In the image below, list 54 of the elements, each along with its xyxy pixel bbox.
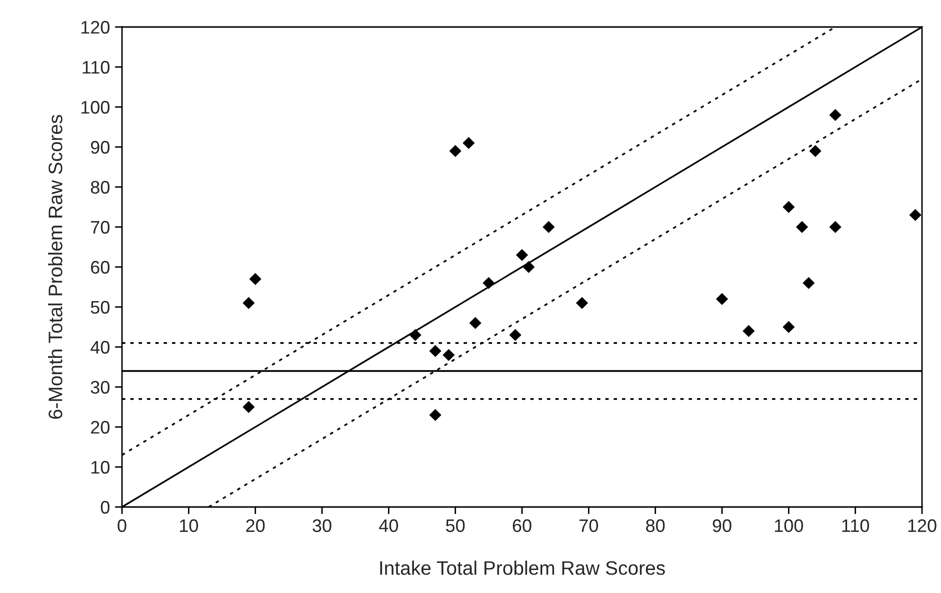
y-tick-label: 50 (90, 300, 110, 314)
y-tick-label: 120 (81, 20, 110, 34)
point (469, 316, 482, 330)
x-tick-label: 120 (908, 519, 936, 532)
y-tick-label: 60 (91, 260, 110, 274)
y-axis-title: 6-Month Total Problem Raw Scores (48, 114, 62, 419)
x-tick-label: 0 (118, 519, 126, 532)
point (516, 248, 528, 262)
point (829, 108, 842, 122)
point (242, 400, 255, 414)
point (796, 220, 808, 234)
point (522, 260, 535, 274)
point (442, 348, 455, 362)
x-tick-label: 90 (712, 519, 732, 532)
point (509, 328, 522, 342)
point (429, 344, 442, 358)
x-tick-label: 30 (312, 519, 332, 532)
x-tick-label: 100 (774, 519, 804, 532)
x-tick-label: 40 (379, 519, 398, 532)
y-tick-label: 10 (91, 460, 110, 474)
point (449, 144, 462, 158)
x-tick-label: 80 (646, 519, 665, 532)
point (542, 220, 555, 234)
y-tick-label: 80 (90, 180, 110, 194)
point (482, 276, 495, 290)
point (409, 328, 422, 342)
point (576, 296, 588, 310)
point (716, 292, 728, 306)
point (782, 200, 795, 214)
y-tick-label: 0 (100, 500, 110, 514)
y-tick-label: 110 (82, 60, 110, 74)
x-tick-label: 50 (446, 519, 465, 532)
x-tick-label: 110 (842, 519, 870, 532)
point (462, 136, 475, 150)
x-axis-title: Intake Total Problem Raw Scores (380, 560, 665, 575)
point (249, 272, 262, 286)
point (429, 408, 442, 422)
point (802, 276, 815, 290)
point (782, 320, 795, 334)
y-tick-label: 30 (90, 380, 110, 394)
y-tick-label: 70 (91, 220, 110, 234)
y-tick-label: 20 (91, 420, 110, 434)
x-tick-label: 70 (580, 519, 598, 532)
point (242, 296, 255, 310)
x-tick-label: 20 (246, 519, 265, 532)
y-tick-label: 40 (90, 340, 110, 354)
y-tick-label: 100 (81, 100, 110, 114)
point (829, 220, 842, 234)
point (809, 144, 822, 158)
point (909, 208, 922, 222)
x-tick-label: 10 (180, 519, 198, 532)
point (742, 324, 755, 338)
x-tick-label: 60 (512, 519, 532, 532)
y-tick-label: 90 (90, 140, 110, 154)
